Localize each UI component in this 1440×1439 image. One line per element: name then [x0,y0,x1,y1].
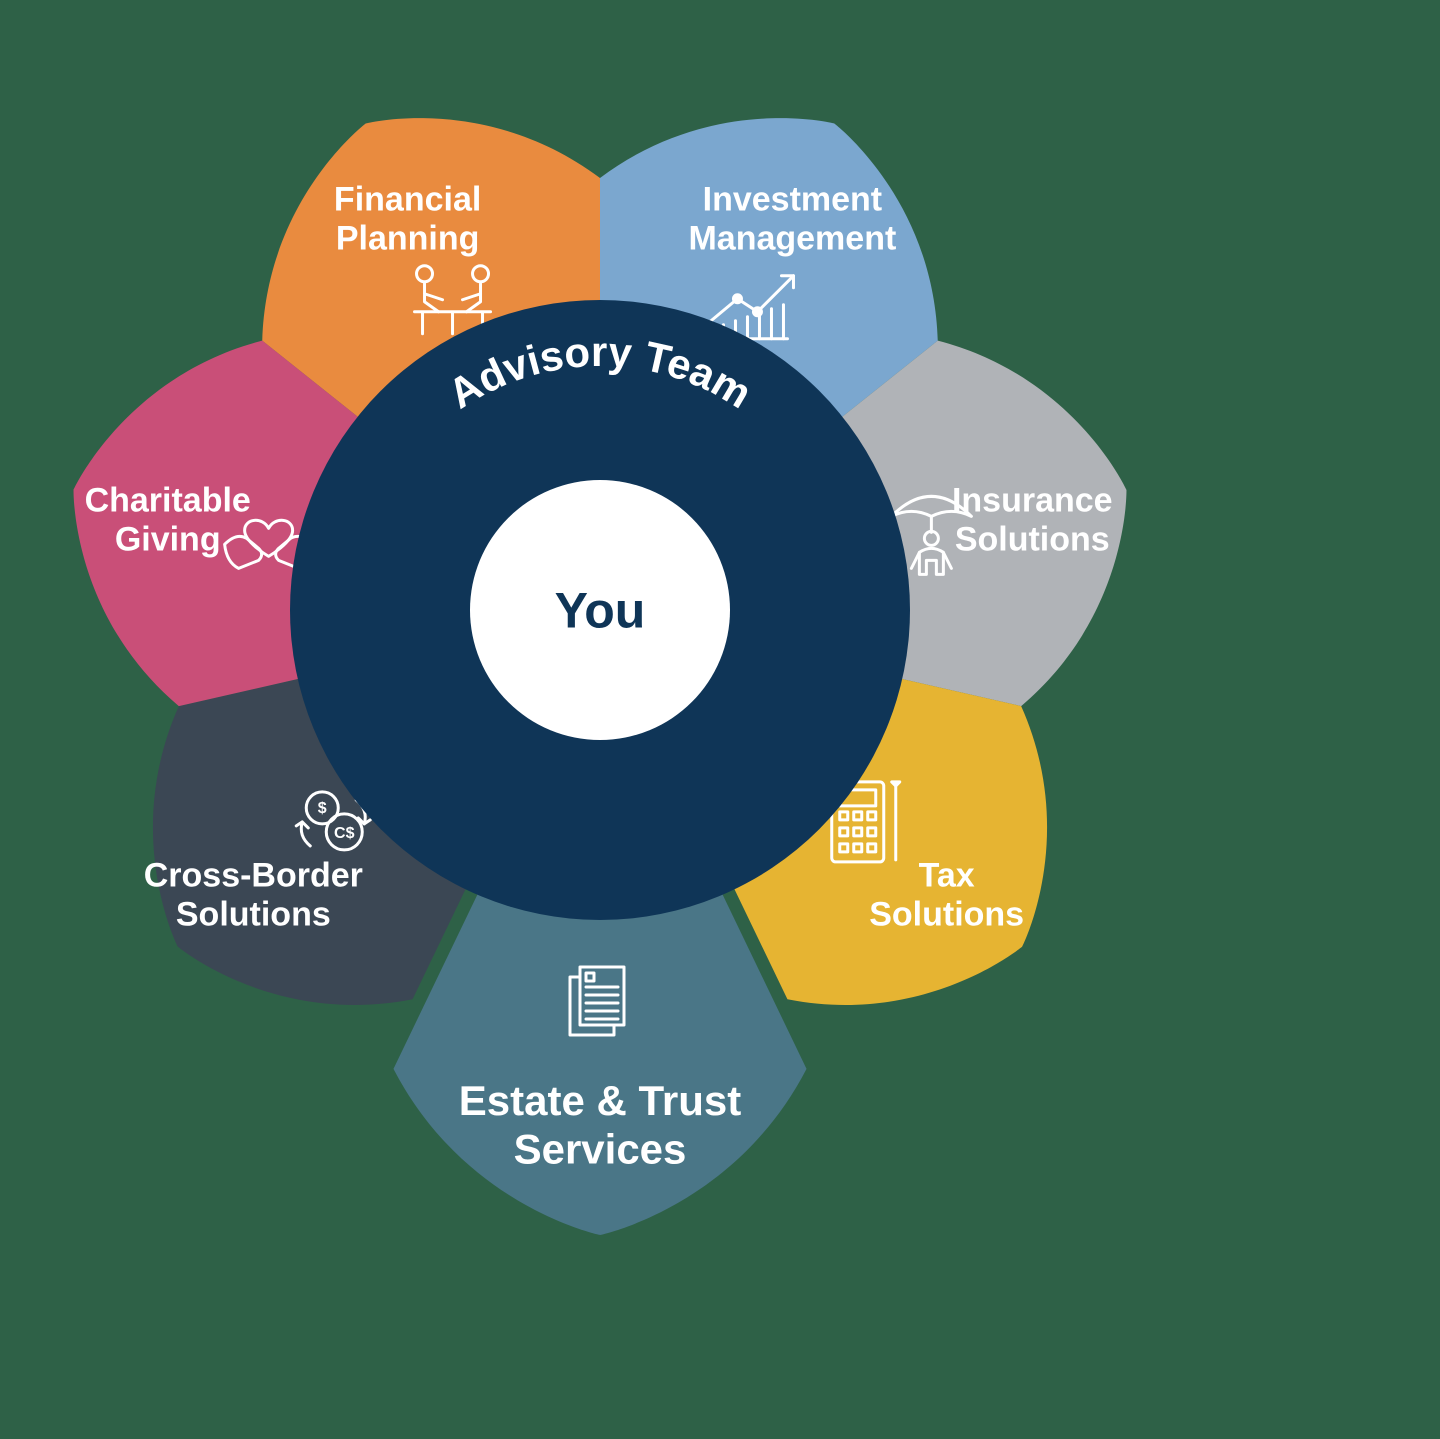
segment-label: Cross-BorderSolutions [144,856,363,933]
advisory-wheel-diagram: FinancialPlanning InvestmentManagement Ins… [0,0,1440,1439]
segment-label: FinancialPlanning [334,181,481,258]
hub: Advisory TeamYou [290,300,910,920]
hub-center-label: You [555,583,646,639]
segment-label: InsuranceSolutions [952,481,1113,558]
segment-label: InvestmentManagement [688,181,896,258]
svg-text:C$: C$ [334,825,355,842]
svg-text:$: $ [318,800,327,817]
